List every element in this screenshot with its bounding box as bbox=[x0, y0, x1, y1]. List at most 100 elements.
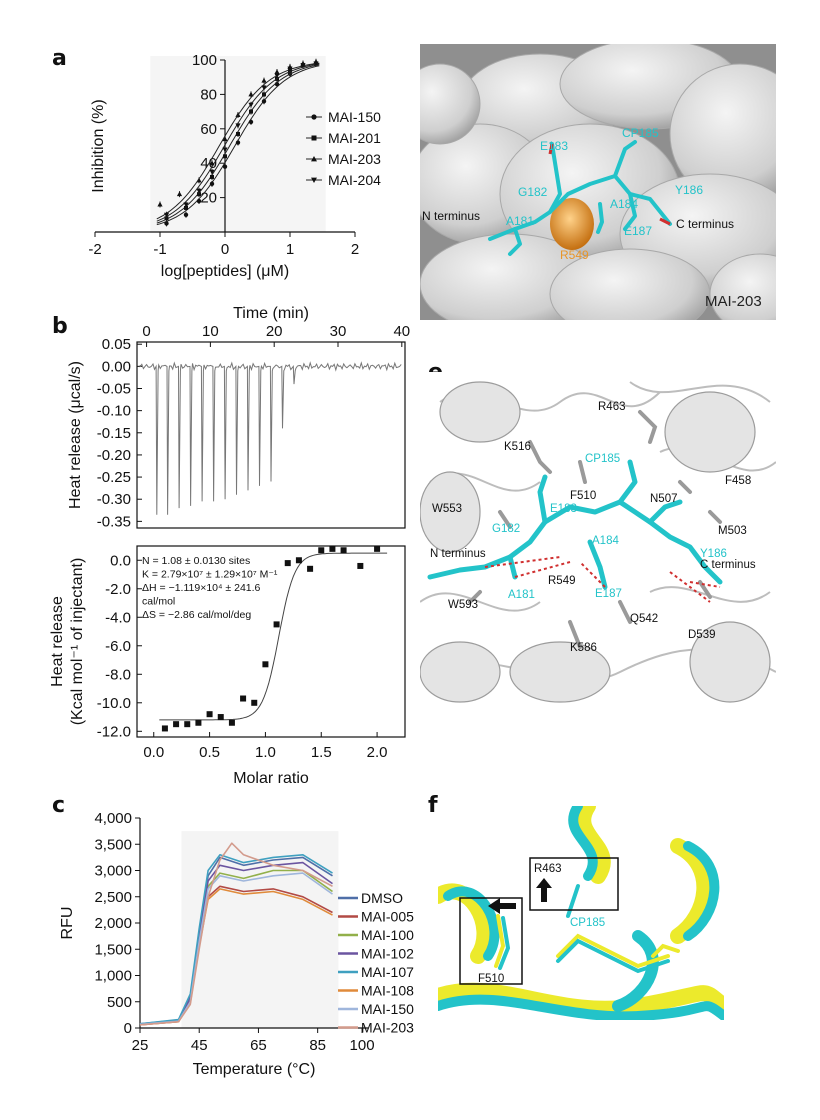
data-point bbox=[163, 212, 170, 218]
y-tick-label-c: 3,500 bbox=[94, 836, 132, 853]
x-axis-label-c: Temperature (°C) bbox=[193, 1061, 316, 1078]
label-e-n-terminus: N terminus bbox=[430, 548, 486, 560]
itc-data-point bbox=[374, 545, 381, 552]
melt-curve-MAI-102 bbox=[139, 861, 333, 1026]
y-tick-label-b-top: -0.20 bbox=[97, 447, 131, 464]
data-point bbox=[249, 109, 253, 114]
r549-sphere bbox=[550, 198, 594, 250]
legend-marker bbox=[311, 177, 317, 183]
y-tick-label-c: 2,500 bbox=[94, 889, 132, 906]
legend-label-c-MAI-102: MAI-102 bbox=[361, 946, 414, 962]
label-e-r463: R463 bbox=[598, 401, 626, 413]
label-d-e187: E187 bbox=[624, 224, 652, 238]
panel-label-a: a bbox=[52, 46, 67, 71]
panel-label-b: b bbox=[52, 314, 68, 339]
melt-curve-MAI-203 bbox=[139, 842, 333, 1026]
label-d-n-terminus: N terminus bbox=[422, 209, 480, 223]
y-tick-label-b-top: -0.30 bbox=[97, 491, 131, 508]
y-axis-label-c: RFU bbox=[59, 907, 76, 940]
frame-b-bottom bbox=[136, 545, 406, 738]
data-point bbox=[183, 212, 189, 217]
panel-d-structure: E183 CP185 G182 Y186 A181 A184 E187 N te… bbox=[420, 44, 776, 320]
data-point bbox=[300, 63, 306, 68]
label-e-m503: M503 bbox=[718, 525, 747, 537]
itc-annotation: K = 2.79×10⁷ ± 1.29×10⁷ M⁻¹ bbox=[142, 569, 278, 581]
label-d-r549: R549 bbox=[560, 248, 589, 262]
label-e-a181: A181 bbox=[508, 589, 535, 601]
arrow-left-icon bbox=[488, 898, 516, 914]
cartoon-render: R463 K516 F510 F458 N507 W553 M503 N ter… bbox=[420, 381, 776, 703]
label-e-d539: D539 bbox=[688, 629, 716, 641]
surface-render: E183 CP185 G182 Y186 A181 A184 E187 N te… bbox=[420, 44, 776, 320]
itc-data-point bbox=[295, 557, 302, 564]
label-e-y186: Y186 bbox=[700, 548, 727, 560]
y-tick-label-b-bottom: 0.0 bbox=[110, 552, 131, 569]
data-point bbox=[261, 85, 267, 91]
label-f-r463: R463 bbox=[534, 863, 562, 875]
panel-d-caption: MAI-203 bbox=[705, 293, 762, 310]
frame-b-top bbox=[136, 341, 406, 529]
y-axis-label-b-bottom: Heat release bbox=[49, 596, 66, 687]
legend-label-MAI-204: MAI-204 bbox=[328, 172, 381, 188]
label-e-w553: W553 bbox=[432, 503, 462, 515]
legend-label-c-MAI-150: MAI-150 bbox=[361, 1001, 414, 1017]
peptide-sticks-e bbox=[427, 459, 723, 590]
y-axis-label-b-bottom-2: (Kcal mol⁻¹ of injectant) bbox=[69, 558, 86, 726]
y-tick-label-b-bottom: -2.0 bbox=[105, 581, 131, 598]
itc-data-point bbox=[329, 545, 336, 552]
x-axis-label-b-top: Time (min) bbox=[233, 305, 309, 322]
data-point bbox=[210, 174, 214, 179]
y-axis-label-a: Inhibition (%) bbox=[90, 99, 107, 192]
data-point bbox=[209, 160, 215, 166]
y-tick-label-b-bottom: -6.0 bbox=[105, 638, 131, 655]
legend-label-c-MAI-005: MAI-005 bbox=[361, 909, 414, 925]
itc-data-point bbox=[184, 721, 191, 728]
melt-curve-MAI-107 bbox=[139, 854, 333, 1025]
y-tick-label-c: 1,000 bbox=[94, 968, 132, 985]
label-e-q542: Q542 bbox=[630, 613, 658, 625]
panel-label-f: f bbox=[428, 793, 438, 818]
x-tick-label-a: 0 bbox=[221, 241, 229, 258]
data-point bbox=[209, 181, 215, 187]
itc-annotation: ΔH = −1.119×10⁴ ± 241.6 bbox=[142, 582, 261, 594]
x-tick-label-a: -1 bbox=[153, 241, 166, 258]
legend-label-c-MAI-100: MAI-100 bbox=[361, 927, 414, 943]
itc-data-point bbox=[228, 719, 235, 726]
label-e-f458: F458 bbox=[725, 475, 751, 487]
x-tick-label-b-bottom: 1.5 bbox=[311, 744, 332, 761]
x-tick-label-c: 100 bbox=[350, 1037, 375, 1054]
data-point bbox=[196, 188, 202, 194]
itc-annotation: cal/mol bbox=[142, 596, 175, 608]
label-d-a184: A184 bbox=[610, 197, 638, 211]
legend-marker bbox=[311, 135, 317, 141]
x-tick-label-c: 45 bbox=[191, 1037, 208, 1054]
y-tick-label-b-bottom: -8.0 bbox=[105, 666, 131, 683]
legend-label-MAI-150: MAI-150 bbox=[328, 109, 381, 125]
y-tick-label-c: 2,000 bbox=[94, 915, 132, 932]
data-point bbox=[274, 69, 280, 75]
x-tick-label-b-top: 10 bbox=[202, 323, 219, 340]
highlight-box-f510 bbox=[459, 897, 523, 985]
label-d-g182: G182 bbox=[518, 185, 548, 199]
data-point bbox=[196, 198, 202, 204]
y-tick-label-b-top: -0.25 bbox=[97, 469, 131, 486]
label-e-w593: W593 bbox=[448, 599, 478, 611]
itc-raw-trace bbox=[139, 361, 402, 515]
data-point bbox=[222, 147, 228, 153]
panel-label-c: c bbox=[52, 793, 66, 818]
label-f-cp185: CP185 bbox=[570, 917, 605, 929]
data-point bbox=[176, 191, 183, 197]
data-point bbox=[261, 77, 267, 83]
y-tick-label-b-top: 0.05 bbox=[102, 336, 131, 353]
itc-data-point bbox=[307, 565, 314, 572]
x-tick-label-a: -2 bbox=[88, 241, 101, 258]
label-d-c-terminus: C terminus bbox=[676, 217, 734, 231]
y-tick-label-c: 500 bbox=[107, 994, 132, 1011]
itc-data-point bbox=[262, 661, 269, 668]
x-tick-label-b-top: 20 bbox=[266, 323, 283, 340]
itc-data-point bbox=[195, 719, 202, 726]
legend-label-c-DMSO: DMSO bbox=[361, 890, 403, 906]
itc-data-point bbox=[318, 547, 325, 554]
y-tick-label-a: 20 bbox=[200, 190, 217, 207]
